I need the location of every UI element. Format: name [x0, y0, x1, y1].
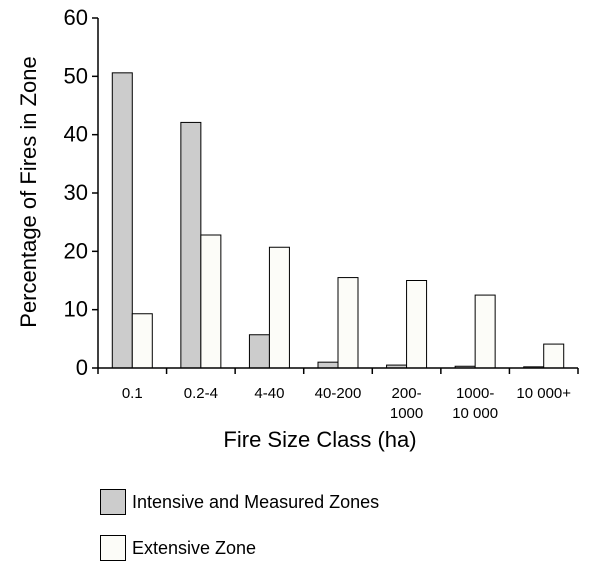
x-axis: 0.1 0.2-4 4-40 40-200 200- 1000 1000- 10 000 10 … [97, 367, 579, 422]
bar-extensive-6 [474, 294, 496, 369]
x-tick-label: 1000 [390, 405, 423, 422]
legend-swatch-extensive [100, 535, 126, 561]
bar-extensive-1 [131, 313, 153, 369]
bar-extensive-7 [543, 343, 565, 369]
x-tick-label: 0.2-4 [184, 385, 218, 402]
y-tick-label: 30 [64, 180, 88, 205]
y-tick-label: 10 [64, 297, 88, 322]
bar-extensive-2 [200, 234, 222, 369]
legend-label-extensive: Extensive Zone [132, 537, 257, 558]
legend-item-intensive: Intensive and Measured Zones [100, 489, 379, 515]
bar-chart: 0 10 20 30 40 50 60 0.1 0.2-4 4-40 40-200 200- 1000… [16, 5, 579, 452]
bar-extensive-3 [268, 246, 290, 369]
x-tick-label: 40-200 [315, 385, 362, 402]
bar-intensive-4 [317, 361, 339, 369]
y-axis: 0 10 20 30 40 50 60 [64, 5, 99, 380]
x-tick-label: 1000- [456, 385, 494, 402]
x-tick-label: 10 000 [452, 405, 498, 422]
legend-label-intensive: Intensive and Measured Zones [132, 491, 380, 512]
legend-swatch-intensive [100, 489, 126, 515]
x-axis-title: Fire Size Class (ha) [223, 427, 416, 452]
x-tick-label: 200- [392, 385, 422, 402]
bar-extensive-4 [337, 277, 359, 369]
bars [111, 72, 565, 369]
legend-item-extensive: Extensive Zone [100, 535, 256, 561]
x-tick-label: 4-40 [254, 385, 284, 402]
bar-extensive-5 [406, 280, 428, 369]
y-tick-label: 60 [64, 5, 88, 30]
bar-intensive-2 [180, 121, 202, 369]
y-tick-label: 0 [76, 355, 88, 380]
y-tick-label: 20 [64, 238, 88, 263]
y-tick-label: 50 [64, 63, 88, 88]
x-tick-label: 0.1 [122, 385, 143, 402]
y-tick-label: 40 [64, 122, 88, 147]
bar-intensive-3 [248, 334, 270, 369]
bar-intensive-1 [111, 72, 133, 369]
x-tick-label: 10 000+ [516, 385, 571, 402]
y-axis-title: Percentage of Fires in Zone [16, 56, 41, 327]
